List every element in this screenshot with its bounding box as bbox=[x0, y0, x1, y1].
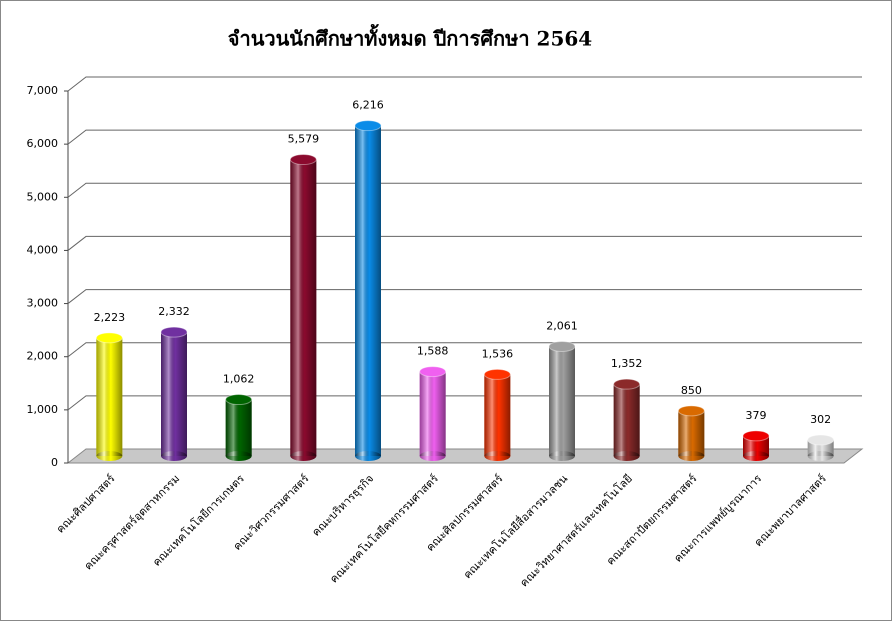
value-label: 1,062 bbox=[223, 373, 255, 386]
value-label: 1,536 bbox=[482, 347, 514, 360]
bar-shade bbox=[96, 337, 123, 456]
bar-base-shade bbox=[419, 451, 446, 461]
grid-line bbox=[67, 289, 862, 304]
bar-base-shade bbox=[290, 451, 317, 461]
bar-shade bbox=[549, 346, 575, 456]
bar-base-shade bbox=[484, 451, 511, 461]
bar-top bbox=[160, 326, 188, 338]
bar-base-shade bbox=[807, 451, 834, 461]
y-tick-label: 0 bbox=[51, 456, 58, 469]
bar-top bbox=[95, 332, 123, 344]
grid-line bbox=[67, 76, 862, 92]
bar-base-shade bbox=[549, 451, 575, 461]
grid-line bbox=[67, 395, 862, 411]
bar-shade bbox=[290, 159, 317, 457]
bar-top bbox=[548, 340, 576, 352]
bar-top bbox=[419, 366, 447, 378]
bar-base-shade bbox=[96, 451, 123, 461]
bar-top bbox=[807, 434, 835, 446]
grid-line bbox=[67, 129, 862, 145]
bar-shade bbox=[484, 374, 511, 456]
y-tick-label: 3,000 bbox=[27, 297, 59, 310]
floor bbox=[66, 448, 864, 464]
grid-line bbox=[67, 235, 862, 251]
value-label: 1,588 bbox=[417, 345, 449, 358]
bar-shade bbox=[743, 435, 769, 456]
y-tick-label: 2,000 bbox=[27, 350, 59, 363]
bar-shade bbox=[225, 399, 252, 456]
value-label: 850 bbox=[681, 384, 702, 397]
bar-top bbox=[483, 368, 511, 380]
bar-shade bbox=[161, 332, 187, 456]
bar-top bbox=[225, 394, 253, 406]
value-label: 379 bbox=[746, 409, 767, 422]
bar-base-shade bbox=[161, 451, 187, 461]
bar-base-shade bbox=[613, 451, 640, 461]
value-label: 1,352 bbox=[611, 357, 643, 370]
value-label: 5,579 bbox=[288, 133, 320, 146]
y-tick-label: 1,000 bbox=[27, 403, 59, 416]
y-tick-label: 4,000 bbox=[27, 243, 59, 256]
value-label: 2,332 bbox=[158, 305, 190, 318]
value-label: 2,223 bbox=[94, 311, 126, 324]
bar-base-shade bbox=[678, 451, 705, 461]
chart-title: จำนวนนักศึกษาทั้งหมด ปีการศึกษา 2564 bbox=[228, 24, 592, 51]
bar-top bbox=[677, 405, 705, 417]
bar-base-shade bbox=[355, 451, 381, 461]
bar-shade bbox=[355, 125, 381, 456]
y-tick-label: 7,000 bbox=[27, 84, 59, 97]
bar-shade bbox=[613, 384, 640, 456]
bar-top bbox=[742, 430, 770, 442]
bar-base-shade bbox=[225, 451, 252, 461]
value-label: 6,216 bbox=[352, 99, 384, 112]
bar-base-shade bbox=[743, 451, 769, 461]
grid-line bbox=[67, 342, 862, 358]
y-tick-label: 5,000 bbox=[27, 190, 59, 203]
bar-top bbox=[613, 378, 641, 390]
grid-line bbox=[67, 182, 862, 198]
value-label: 2,061 bbox=[546, 319, 578, 332]
bar-top bbox=[289, 154, 317, 166]
bar-top bbox=[354, 120, 382, 132]
value-label: 302 bbox=[810, 413, 831, 426]
bar-shade bbox=[419, 371, 446, 456]
y-tick-label: 6,000 bbox=[27, 137, 59, 150]
bar-shade bbox=[678, 410, 705, 456]
